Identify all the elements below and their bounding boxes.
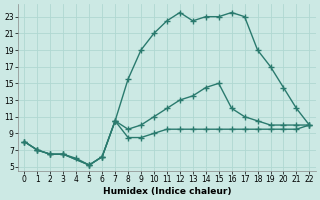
X-axis label: Humidex (Indice chaleur): Humidex (Indice chaleur) <box>103 187 231 196</box>
